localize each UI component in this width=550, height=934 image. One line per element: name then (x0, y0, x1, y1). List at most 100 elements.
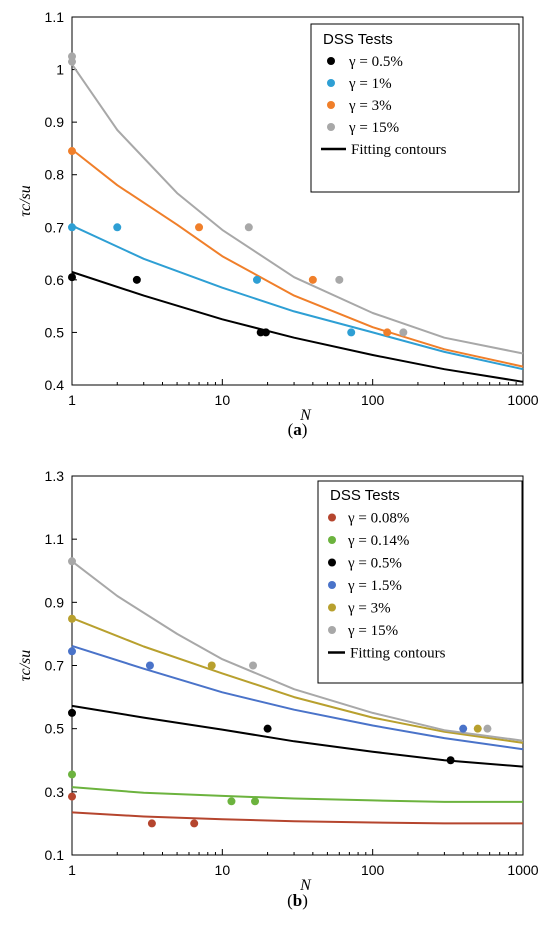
data-point (252, 275, 261, 284)
legend-entry: γ = 3% (347, 601, 391, 617)
x-tick-label: 1000 (507, 862, 538, 878)
data-point (132, 275, 141, 284)
data-point (68, 57, 76, 66)
data-point (335, 275, 344, 284)
legend-marker (328, 603, 336, 612)
y-tick-label: 0.5 (45, 324, 65, 340)
x-tick-label: 10 (215, 862, 231, 878)
y-tick-label: 1.3 (45, 468, 65, 484)
fitting-contour (71, 617, 524, 744)
legend-marker (327, 57, 335, 65)
data-point (190, 819, 199, 828)
x-axis-label: N (299, 407, 312, 424)
legend-entry: γ = 0.08% (347, 511, 409, 527)
legend-fit-label: Fitting contours (350, 646, 446, 662)
y-tick-label: 1 (56, 62, 64, 78)
legend-marker (328, 513, 336, 522)
legend-marker (328, 558, 336, 567)
y-tick-label: 0.6 (45, 272, 65, 288)
data-point (145, 661, 154, 670)
legend-marker (327, 101, 335, 109)
fitting-contour (71, 224, 524, 371)
data-point (68, 770, 76, 779)
legend-title: DSS Tests (330, 487, 400, 504)
data-point (195, 223, 204, 232)
fitting-contour (71, 271, 524, 383)
legend-box (317, 480, 523, 684)
data-point (68, 614, 76, 623)
y-tick-label: 0.8 (45, 167, 65, 183)
data-point (251, 797, 260, 806)
data-point (263, 724, 272, 733)
fitting-contour (71, 644, 524, 751)
legend-entry: γ = 3% (348, 98, 392, 114)
legend-entry: γ = 0.5% (348, 54, 403, 70)
x-tick-label: 100 (361, 392, 385, 408)
y-tick-label: 1.1 (45, 9, 65, 25)
fitting-contour (71, 786, 523, 803)
fitting-contour (71, 811, 523, 825)
legend-marker (328, 626, 336, 634)
data-point (227, 797, 236, 806)
legend-entry: γ = 15% (347, 623, 398, 639)
panel-caption: (a) (288, 420, 308, 439)
x-axis-label: N (299, 877, 312, 894)
data-point (244, 223, 253, 232)
legend-marker (327, 79, 335, 87)
legend-marker (328, 581, 336, 589)
fitting-contour (71, 148, 524, 368)
fitting-contour (71, 63, 524, 355)
data-point (68, 647, 76, 656)
legend-entry: γ = 0.5% (347, 556, 402, 572)
data-point (68, 147, 76, 156)
y-tick-label: 0.1 (45, 847, 65, 863)
y-tick-label: 0.7 (45, 219, 65, 235)
data-point (68, 708, 76, 717)
data-point (483, 724, 492, 733)
legend-marker (328, 536, 336, 544)
legend-marker (327, 123, 335, 131)
y-axis-label: τc/su (17, 650, 34, 682)
data-point (113, 223, 122, 232)
data-point (383, 328, 392, 337)
data-point (68, 273, 76, 282)
data-point (249, 661, 258, 670)
chart-panel-b: 0.1 0.3 0.5 0.7 0.9 1.1 1.3 1 10 100 1000 Nτc/su DSS… (17, 468, 539, 910)
y-tick-label: 0.9 (45, 594, 65, 610)
y-tick-label: 0.9 (45, 114, 65, 130)
y-tick-label: 0.4 (45, 377, 65, 393)
y-tick-label: 0.3 (45, 784, 65, 800)
x-tick-label: 10 (215, 392, 231, 408)
data-point (147, 819, 156, 828)
plot-frame (71, 16, 524, 386)
data-point (308, 275, 317, 284)
x-tick-label: 100 (361, 862, 385, 878)
data-point (399, 328, 408, 337)
data-point (459, 724, 468, 733)
data-point (68, 557, 76, 566)
legend-entry: γ = 15% (348, 120, 399, 136)
legend-title: DSS Tests (323, 31, 393, 48)
panel-caption: (b) (287, 891, 308, 910)
legend-entry: γ = 0.14% (347, 533, 409, 549)
legend-fit-label: Fitting contours (351, 142, 447, 158)
y-axis-label: τc/su (17, 185, 34, 217)
legend-entry: γ = 1% (348, 76, 392, 92)
data-point (207, 661, 216, 670)
x-tick-label: 1000 (507, 392, 538, 408)
data-point (68, 792, 76, 801)
chart-panel-a: 0.4 0.5 0.6 0.7 0.8 0.9 1 1.1 1 10 100 1000 Nτc/su DS… (17, 9, 539, 439)
data-point (261, 328, 270, 337)
x-tick-label: 1 (68, 392, 76, 408)
x-tick-label: 1 (68, 862, 76, 878)
fitting-contour (71, 560, 524, 742)
fitting-contour (71, 704, 524, 768)
legend-box (310, 23, 520, 193)
legend-entry: γ = 1.5% (347, 578, 402, 594)
data-point (473, 724, 482, 733)
y-tick-label: 0.7 (45, 658, 65, 674)
data-point (347, 328, 356, 337)
data-point (446, 756, 455, 765)
y-tick-label: 0.5 (45, 721, 65, 737)
